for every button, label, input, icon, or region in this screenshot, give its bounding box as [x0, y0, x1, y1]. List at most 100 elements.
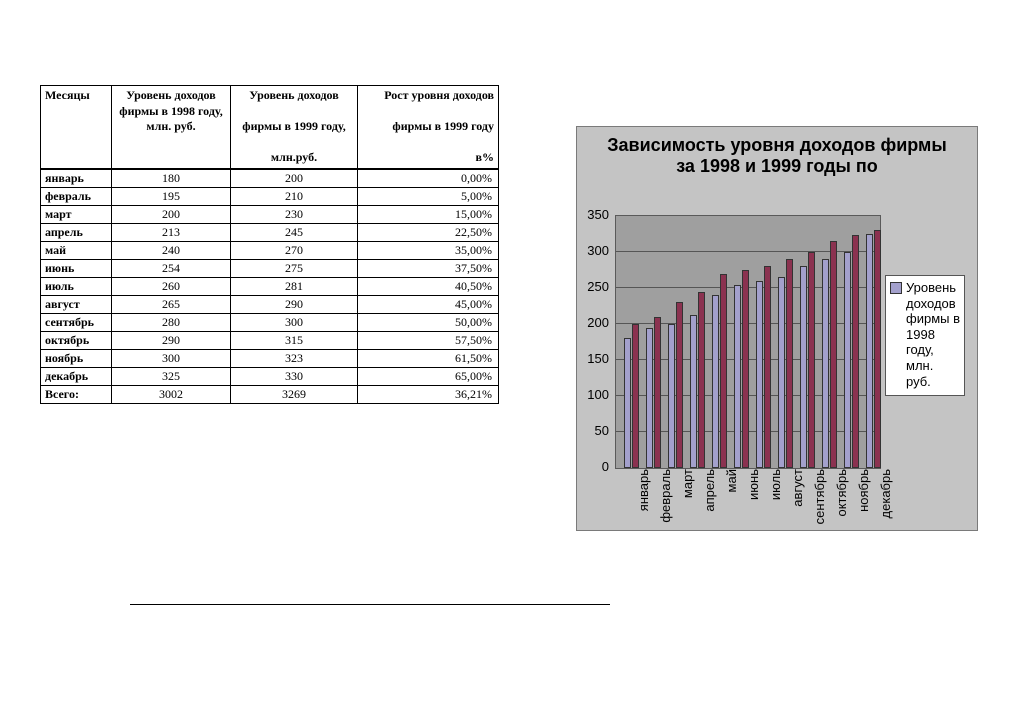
table-cell: 254 — [112, 259, 231, 277]
y-axis-label: 100 — [581, 387, 609, 402]
table-row: сентябрь28030050,00% — [41, 313, 499, 331]
table-cell: 330 — [231, 367, 358, 385]
table-cell: апрель — [41, 223, 112, 241]
bar-s1 — [668, 324, 675, 468]
x-axis-label: май — [724, 469, 739, 547]
income-table-head: Месяцы Уровень доходов фирмы в 1998 году… — [41, 86, 499, 169]
table-cell: май — [41, 241, 112, 259]
table-cell: 3269 — [231, 385, 358, 403]
table-cell: 61,50% — [358, 349, 499, 367]
table-cell: 290 — [231, 295, 358, 313]
table-cell: 22,50% — [358, 223, 499, 241]
table-cell: 5,00% — [358, 187, 499, 205]
x-axis-label: сентябрь — [812, 469, 827, 547]
bar-s1 — [822, 259, 829, 468]
table-cell: 300 — [112, 349, 231, 367]
table-cell: 57,50% — [358, 331, 499, 349]
y-axis-label: 0 — [581, 459, 609, 474]
income-table-body: январь1802000,00%февраль1952105,00%март2… — [41, 169, 499, 404]
y-axis-label: 200 — [581, 315, 609, 330]
table-cell: ноябрь — [41, 349, 112, 367]
table-cell: март — [41, 205, 112, 223]
table-cell: 36,21% — [358, 385, 499, 403]
y-axis-label: 300 — [581, 243, 609, 258]
table-row: март20023015,00% — [41, 205, 499, 223]
table-cell: 315 — [231, 331, 358, 349]
table-cell: 45,00% — [358, 295, 499, 313]
x-axis-label: ноябрь — [856, 469, 871, 547]
table-cell: 325 — [112, 367, 231, 385]
x-axis-label: август — [790, 469, 805, 547]
table-cell: 65,00% — [358, 367, 499, 385]
bar-s2 — [830, 241, 837, 468]
gridline — [616, 251, 880, 252]
x-axis-label: июль — [768, 469, 783, 547]
table-cell: 0,00% — [358, 169, 499, 188]
bar-s2 — [698, 292, 705, 468]
chart-plot-area — [615, 215, 881, 469]
bar-s1 — [690, 315, 697, 468]
bar-s2 — [632, 324, 639, 468]
legend-item-s1: Уровень доходов фирмы в 1998 году, млн. … — [890, 280, 960, 389]
bar-s2 — [808, 252, 815, 468]
y-axis-label: 50 — [581, 423, 609, 438]
table-cell: январь — [41, 169, 112, 188]
chart-title: Зависимость уровня доходов фирмы за 1998… — [577, 127, 977, 182]
chart-container: Зависимость уровня доходов фирмы за 1998… — [576, 126, 978, 531]
bar-s1 — [778, 277, 785, 468]
table-cell: 15,00% — [358, 205, 499, 223]
x-axis-label: январь — [636, 469, 651, 547]
bar-s2 — [852, 235, 859, 468]
bar-s1 — [844, 252, 851, 468]
th-month: Месяцы — [41, 86, 112, 169]
table-cell: 35,00% — [358, 241, 499, 259]
table-cell: 230 — [231, 205, 358, 223]
bar-s2 — [874, 230, 881, 468]
legend-label-s1: Уровень доходов фирмы в 1998 году, млн. … — [906, 280, 960, 389]
table-cell: 200 — [231, 169, 358, 188]
table-cell: 40,50% — [358, 277, 499, 295]
table-cell: 281 — [231, 277, 358, 295]
table-row: январь1802000,00% — [41, 169, 499, 188]
bar-s2 — [654, 317, 661, 468]
bar-s1 — [624, 338, 631, 468]
table-cell: 300 — [231, 313, 358, 331]
bar-s2 — [786, 259, 793, 468]
bar-s2 — [742, 270, 749, 468]
table-row: декабрь32533065,00% — [41, 367, 499, 385]
table-cell: 50,00% — [358, 313, 499, 331]
table-cell: октябрь — [41, 331, 112, 349]
bar-s1 — [734, 285, 741, 468]
table-cell: 275 — [231, 259, 358, 277]
page: Месяцы Уровень доходов фирмы в 1998 году… — [0, 0, 1024, 724]
separator-line — [130, 604, 610, 605]
y-axis-label: 250 — [581, 279, 609, 294]
table-cell: 200 — [112, 205, 231, 223]
table-cell: август — [41, 295, 112, 313]
x-axis-label: декабрь — [878, 469, 893, 547]
table-cell: 3002 — [112, 385, 231, 403]
x-axis-label: апрель — [702, 469, 717, 547]
income-table: Месяцы Уровень доходов фирмы в 1998 году… — [40, 85, 499, 404]
table-cell: 245 — [231, 223, 358, 241]
table-cell: 280 — [112, 313, 231, 331]
table-row: февраль1952105,00% — [41, 187, 499, 205]
bar-s2 — [720, 274, 727, 468]
table-cell: Всего: — [41, 385, 112, 403]
table-cell: 210 — [231, 187, 358, 205]
bar-s1 — [756, 281, 763, 468]
table-cell: декабрь — [41, 367, 112, 385]
table-cell: 240 — [112, 241, 231, 259]
table-cell: февраль — [41, 187, 112, 205]
table-row: октябрь29031557,50% — [41, 331, 499, 349]
x-axis-label: октябрь — [834, 469, 849, 547]
table-cell: 195 — [112, 187, 231, 205]
bar-s2 — [764, 266, 771, 468]
legend-swatch-icon — [890, 282, 902, 294]
table-cell: июнь — [41, 259, 112, 277]
x-axis-label: февраль — [658, 469, 673, 547]
table-cell: 323 — [231, 349, 358, 367]
table-row: июнь25427537,50% — [41, 259, 499, 277]
table-cell: 180 — [112, 169, 231, 188]
x-axis-label: март — [680, 469, 695, 547]
